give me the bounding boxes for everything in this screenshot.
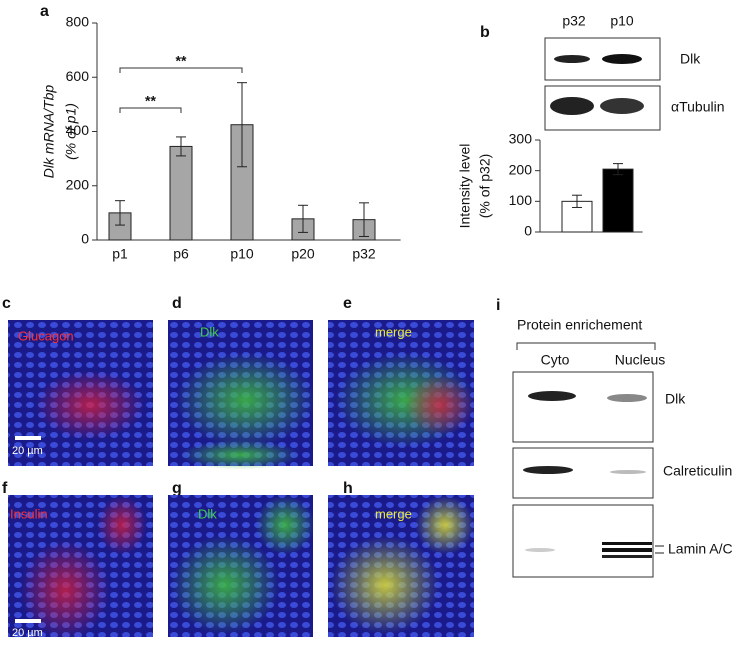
blot-title: Protein enrichement xyxy=(517,317,642,333)
panel-letter: h xyxy=(343,480,353,497)
panel-letter: b xyxy=(480,24,490,41)
bracket xyxy=(516,342,656,350)
lane-label: p32 xyxy=(562,13,586,29)
blot-label: Dlk xyxy=(665,391,686,407)
image-label: merge xyxy=(375,324,412,339)
y-tick-label: 0 xyxy=(81,231,89,247)
blot-label: αTubulin xyxy=(671,99,725,115)
band xyxy=(528,391,576,401)
x-tick-label: p1 xyxy=(112,246,128,262)
band xyxy=(602,54,642,64)
panel-letter: d xyxy=(172,295,182,312)
image-label: merge xyxy=(375,506,412,521)
stain xyxy=(415,495,475,555)
band xyxy=(602,555,652,558)
stain xyxy=(405,375,475,435)
band xyxy=(554,55,590,63)
y-axis-label: (% of p1) xyxy=(63,103,79,160)
y-tick-label: 300 xyxy=(509,131,533,147)
significance-bracket xyxy=(119,107,182,113)
bar xyxy=(602,168,634,233)
annotation: ** xyxy=(176,53,187,69)
x-tick-label: p6 xyxy=(173,246,189,262)
image-label: Glucagon xyxy=(18,328,74,343)
scale-bar xyxy=(15,619,41,623)
micrographs: Glucagon Dlk merge Insulin Dlk merge 20 … xyxy=(8,320,475,640)
band xyxy=(550,97,594,115)
significance-bracket xyxy=(119,67,243,73)
x-tick-label: p20 xyxy=(291,246,315,262)
stain xyxy=(35,370,145,440)
stain xyxy=(97,495,147,555)
scale-label: 20 µm xyxy=(12,627,43,639)
y-tick-label: 800 xyxy=(66,14,90,30)
panel-letter: a xyxy=(40,3,49,20)
blot-box xyxy=(512,371,654,443)
band xyxy=(602,542,652,545)
scale-label: 20 µm xyxy=(12,445,43,457)
stain xyxy=(330,535,440,635)
stain xyxy=(170,535,280,635)
stain xyxy=(255,495,315,555)
image-label: Dlk xyxy=(200,324,219,339)
scale-bar xyxy=(15,436,41,440)
blot-label: Lamin A/C xyxy=(668,541,733,557)
x-tick-label: p32 xyxy=(352,246,376,262)
x-tick-label: p10 xyxy=(230,246,254,262)
band xyxy=(600,98,644,114)
stain xyxy=(175,352,315,448)
image-label: Insulin xyxy=(10,506,48,521)
blot-label: Calreticulin xyxy=(663,463,732,479)
panel-letter: f xyxy=(2,480,8,497)
blot-box xyxy=(512,504,654,578)
panel-letter: e xyxy=(343,295,352,312)
lane-label: p10 xyxy=(610,13,634,29)
y-tick-label: 600 xyxy=(66,68,90,84)
y-tick-label: 200 xyxy=(66,176,90,192)
y-axis-label: (% of p32) xyxy=(477,154,493,219)
band xyxy=(525,548,555,552)
panel-letter: i xyxy=(496,297,500,314)
y-axis-label: Dlk mRNA/Tbp xyxy=(41,85,57,179)
band xyxy=(610,470,646,474)
stain xyxy=(180,440,300,470)
y-tick-label: 200 xyxy=(509,161,533,177)
stain xyxy=(20,540,110,640)
annotation: ** xyxy=(145,93,156,109)
y-tick-label: 0 xyxy=(524,223,532,239)
column-label: Cyto xyxy=(541,352,570,368)
y-tick-label: 100 xyxy=(509,192,533,208)
panel-letter: c xyxy=(2,295,11,312)
band xyxy=(607,394,647,402)
y-axis-label: Intensity level xyxy=(457,144,473,229)
column-label: Nucleus xyxy=(615,352,666,368)
panel-letter: g xyxy=(172,480,182,497)
blot-label: Dlk xyxy=(680,51,701,67)
bar xyxy=(169,145,193,241)
y-tick-label: 400 xyxy=(66,122,90,138)
band xyxy=(602,548,652,552)
band xyxy=(523,466,573,474)
image-label: Dlk xyxy=(198,506,217,521)
